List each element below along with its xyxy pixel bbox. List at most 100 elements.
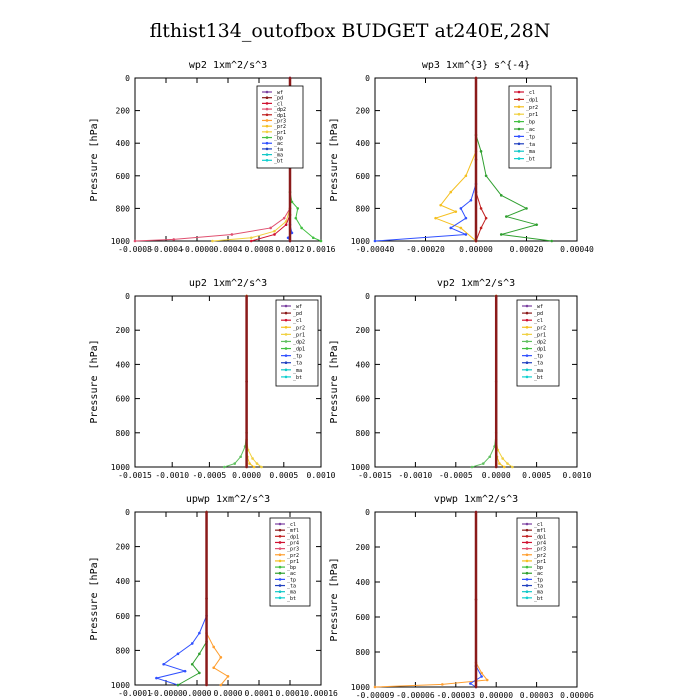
series-point (162, 662, 165, 666)
series-point (501, 457, 504, 460)
series-point (155, 676, 158, 680)
x-tick-label: 0.0004 (214, 245, 243, 254)
series-point (212, 645, 215, 649)
x-tick-label: -0.0005 (439, 471, 473, 480)
legend-label: _pr1 (534, 332, 546, 338)
legend-marker (265, 147, 269, 151)
legend-label: _ta (534, 361, 543, 367)
series-point (273, 229, 276, 233)
y-tick-label: 0 (365, 74, 370, 83)
x-tick-label: 0.00000 (479, 691, 513, 700)
series-point (248, 462, 251, 465)
series-point (176, 652, 180, 656)
series-point (219, 656, 223, 659)
legend-marker (525, 354, 529, 357)
series-point (459, 207, 463, 210)
series-point (269, 226, 272, 230)
series-point (133, 239, 137, 243)
legend-marker (284, 325, 288, 329)
series-line-dp2 (471, 296, 497, 468)
legend-label: _bt (287, 596, 296, 602)
legend-label: _pr3 (274, 118, 286, 124)
y-tick-label: 600 (116, 172, 131, 181)
y-tick-label: 400 (356, 139, 371, 148)
legend-marker (265, 124, 269, 128)
series-point (211, 239, 214, 243)
legend-marker (284, 333, 288, 336)
series-point (480, 675, 483, 678)
chart-panel-2: up2 1xm^2/s^3 Pressure [hPa] 0 200 400 600 800… (89, 278, 336, 480)
legend-marker (284, 347, 288, 350)
legend-label: _wf (293, 304, 302, 310)
series-point (494, 465, 498, 469)
legend-label: _dp1 (534, 347, 546, 353)
series-point (464, 216, 468, 220)
x-tick-label: 0.00003 (520, 691, 554, 700)
series-point (469, 682, 472, 685)
series-point (222, 465, 226, 469)
series-point (474, 239, 478, 243)
legend-marker (265, 130, 269, 134)
legend-label: _bt (293, 375, 302, 381)
series-point (205, 510, 208, 514)
series-point (480, 671, 483, 675)
x-tick-label: 0.0005 (269, 471, 298, 480)
legend-marker (525, 311, 529, 315)
series-point (484, 216, 488, 220)
series-line-tp (154, 512, 208, 686)
series-point (226, 675, 230, 678)
legend-marker (525, 304, 529, 308)
y-tick-label: 0 (125, 508, 130, 517)
y-tick-label: 1000 (111, 463, 130, 472)
series-point (212, 666, 215, 669)
chart-panel-1: wp3 1xm^{3} s^{-4} Pressure [hPa] 0 200 400 6… (329, 60, 594, 254)
legend-marker (278, 596, 282, 600)
legend-marker (525, 553, 529, 557)
x-tick-label: -0.00020 (406, 245, 445, 254)
x-tick-label: 0.0001 (245, 689, 274, 698)
series-point (439, 203, 442, 207)
series-point (479, 150, 483, 153)
legend-label: _dp1 (274, 113, 286, 119)
series-line-pr2 (374, 512, 489, 688)
legend-label: _pr3 (534, 547, 546, 553)
series-point (434, 216, 437, 220)
legend-label: _bt (274, 158, 283, 164)
legend-marker (525, 528, 529, 532)
legend-marker (278, 590, 282, 593)
legend-label: _pd (293, 311, 302, 317)
y-axis-label: Pressure [hPa] (329, 339, 340, 423)
y-tick-label: 0 (365, 508, 370, 517)
series-point (449, 190, 453, 194)
y-tick-label: 200 (356, 543, 371, 552)
y-tick-label: 1000 (351, 237, 370, 246)
x-tick-label: 0.00040 (560, 245, 594, 254)
series-line-pr2 (206, 512, 229, 686)
y-tick-label: 800 (116, 646, 131, 655)
y-tick-label: 800 (356, 429, 371, 438)
legend-marker (278, 547, 282, 550)
series-point (176, 683, 180, 687)
legend-marker (265, 119, 269, 122)
y-tick-label: 400 (116, 577, 131, 586)
legend-label: _pr2 (534, 553, 546, 559)
legend-label: _ta (526, 142, 535, 148)
legend-label: _ta (293, 361, 302, 367)
legend-marker (278, 571, 282, 575)
x-tick-label: 0.0005 (522, 471, 551, 480)
chart-panel-3: vp2 1xm^2/s^3 Pressure [hPa] 0 200 400 600 800… (329, 278, 592, 480)
legend-marker (265, 141, 269, 145)
legend-marker (525, 375, 529, 379)
legend-marker (525, 590, 529, 593)
x-tick-label: -0.00006 (396, 691, 435, 700)
series-point (284, 223, 288, 226)
y-tick-label: 1000 (111, 237, 130, 246)
legend-label: _ac (274, 141, 283, 147)
legend-label: _cl (534, 318, 543, 324)
legend-label: _tp (526, 134, 535, 140)
y-tick-label: 600 (356, 395, 371, 404)
series-point (251, 457, 254, 460)
series-point (535, 223, 538, 226)
legend-label: _ma (534, 590, 543, 596)
series-line-pr1 (495, 296, 513, 468)
